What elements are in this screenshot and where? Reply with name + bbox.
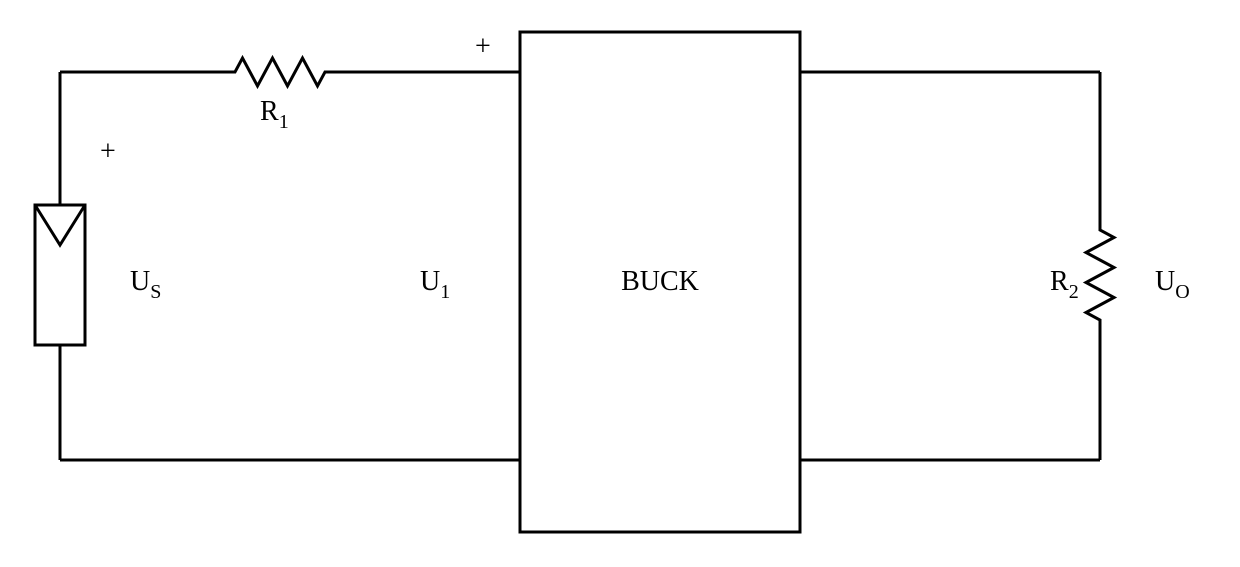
source-triangle	[35, 205, 85, 245]
circuit-diagram: US + R1 BUCK U1 + R2 UO	[0, 0, 1240, 567]
resistor-r2	[1086, 215, 1114, 335]
u1-plus: +	[475, 31, 491, 62]
resistor-r1-label: R1	[260, 96, 289, 133]
source-plus: +	[100, 136, 116, 167]
source-label: US	[130, 266, 161, 303]
resistor-r1	[220, 58, 340, 86]
buck-label: BUCK	[621, 266, 699, 297]
resistor-r2-label: R2	[1050, 266, 1079, 303]
u1-label: U1	[420, 266, 450, 303]
source-box	[35, 205, 85, 345]
uo-label: UO	[1155, 266, 1190, 303]
